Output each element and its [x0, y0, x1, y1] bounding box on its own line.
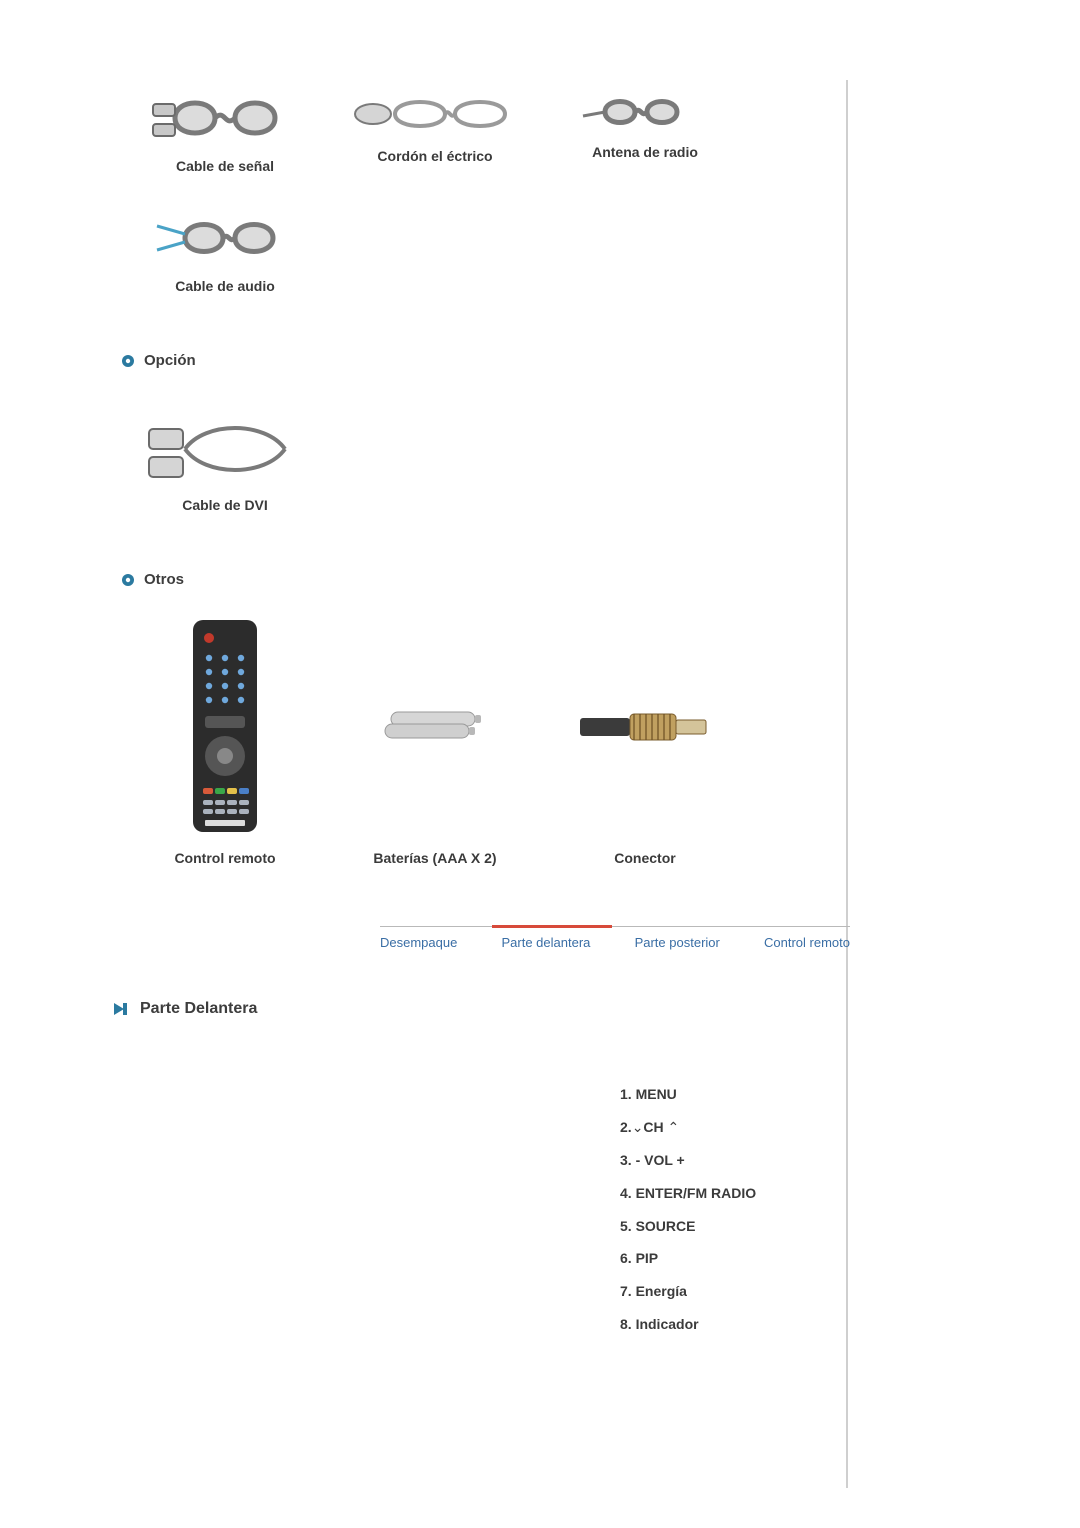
remote-icon	[175, 616, 275, 836]
list-item: 4. ENTER/FM RADIO	[620, 1177, 820, 1210]
section-option: Opción	[120, 352, 820, 369]
audio-cable-icon	[145, 208, 305, 270]
list-item: 1. MENU	[620, 1078, 820, 1111]
item-remote: Control remoto	[120, 616, 330, 866]
batteries-icon	[375, 702, 495, 748]
item-audio-cable: Cable de audio	[120, 208, 330, 294]
tab-bar: Desempaque Parte delantera Parte posteri…	[380, 926, 850, 950]
item-power-cord: Cordón el éctrico	[330, 88, 540, 164]
front-panel-list: 1. MENU 2.⌄CH ⌃ 3. - VOL + 4. ENTER/FM R…	[620, 1078, 820, 1341]
list-item: 3. - VOL +	[620, 1144, 820, 1177]
item-label: Conector	[540, 850, 750, 866]
item-radio-antenna: Antena de radio	[540, 88, 750, 160]
signal-cable-icon	[145, 88, 305, 150]
item-label: Cordón el éctrico	[330, 148, 540, 164]
section-title: Opción	[144, 352, 196, 369]
tab-control-remoto[interactable]: Control remoto	[764, 935, 850, 950]
item-label: Control remoto	[120, 850, 330, 866]
item-signal-cable: Cable de señal	[120, 88, 330, 174]
item-connector: Conector	[540, 700, 750, 866]
tab-active-indicator	[492, 925, 612, 928]
option-row: Cable de DVI	[120, 409, 820, 513]
chevron-down-icon: ⌄	[632, 1119, 644, 1135]
tab-desempaque[interactable]: Desempaque	[380, 935, 457, 950]
section-others: Otros	[120, 571, 820, 588]
item-label: Antena de radio	[540, 144, 750, 160]
list-item-ch: 2.⌄CH ⌃	[620, 1111, 820, 1144]
list-item-prefix: 2.	[620, 1119, 632, 1135]
list-item: 5. SOURCE	[620, 1210, 820, 1243]
item-label: Cable de DVI	[120, 497, 330, 513]
others-row: Control remoto Baterías (AAA X 2)	[120, 616, 820, 866]
item-label: Baterías (AAA X 2)	[330, 850, 540, 866]
connector-icon	[570, 700, 720, 750]
accessories-row-2: Cable de audio	[120, 208, 820, 294]
vertical-rule	[846, 80, 848, 1488]
tab-parte-delantera[interactable]: Parte delantera	[502, 935, 591, 950]
gear-bullet-icon	[120, 572, 136, 588]
item-batteries: Baterías (AAA X 2)	[330, 702, 540, 866]
power-cord-icon	[345, 88, 525, 140]
section-title: Parte Delantera	[140, 1000, 257, 1018]
page-content: Cable de señal Cordón el éctrico	[120, 80, 820, 1488]
item-dvi-cable: Cable de DVI	[120, 409, 330, 513]
gear-bullet-icon	[120, 353, 136, 369]
chevron-up-icon: ⌃	[668, 1119, 680, 1135]
dvi-cable-icon	[135, 409, 315, 489]
item-label: Cable de audio	[120, 278, 330, 294]
arrow-bullet-icon	[112, 1001, 130, 1017]
item-label: Cable de señal	[120, 158, 330, 174]
list-item: 7. Energía	[620, 1275, 820, 1308]
section-front: Parte Delantera	[112, 1000, 820, 1018]
section-title: Otros	[144, 571, 184, 588]
tab-parte-posterior[interactable]: Parte posterior	[635, 935, 720, 950]
list-item: 6. PIP	[620, 1242, 820, 1275]
radio-antenna-icon	[575, 88, 715, 136]
list-item: 8. Indicador	[620, 1308, 820, 1341]
accessories-row-1: Cable de señal Cordón el éctrico	[120, 88, 820, 174]
